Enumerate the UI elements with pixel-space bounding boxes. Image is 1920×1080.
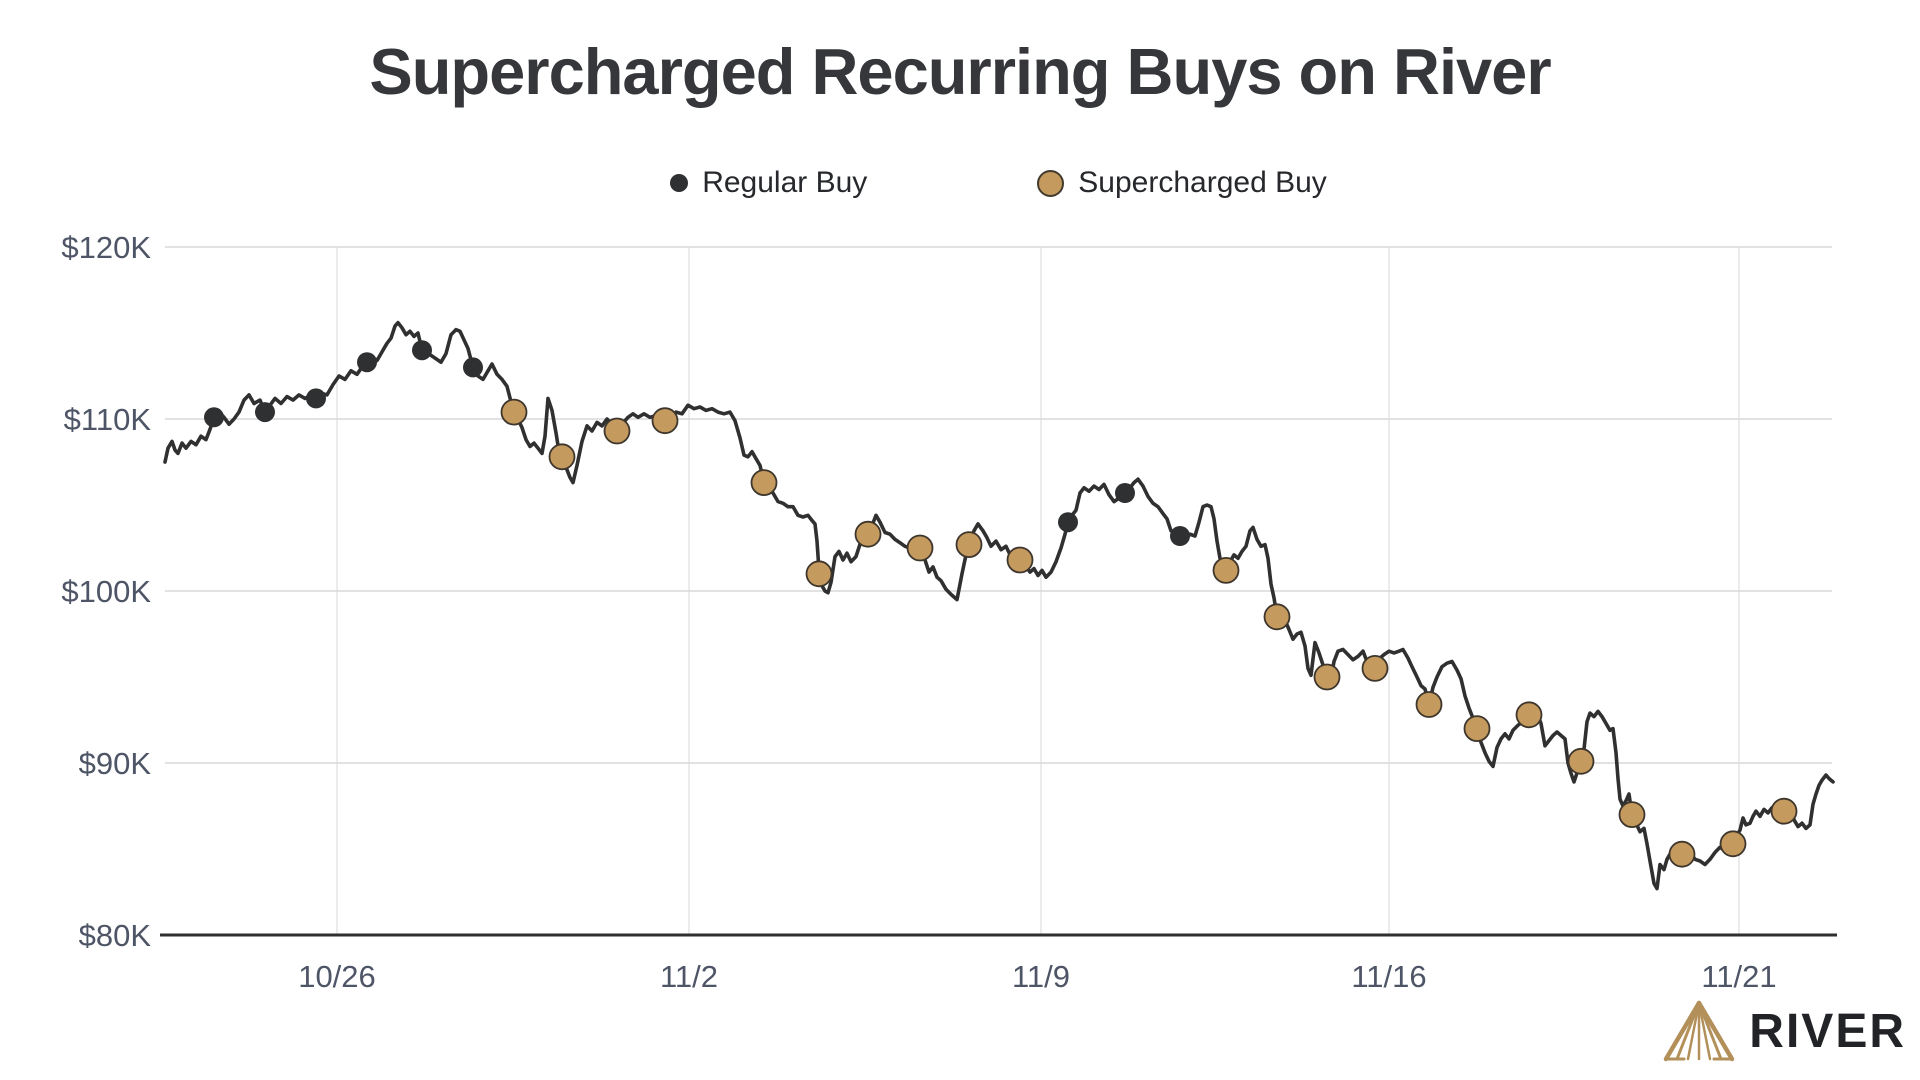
y-axis-tick-label: $100K	[61, 574, 151, 609]
supercharged-buy-dot	[854, 520, 882, 548]
regular-buy-dot	[1170, 526, 1190, 546]
river-wordmark: RIVER	[1749, 1004, 1906, 1058]
x-axis-tick-label: 10/26	[298, 959, 376, 994]
regular-buy-dot	[357, 352, 377, 373]
supercharged-buy-dot	[548, 443, 576, 471]
regular-buy-dot	[412, 340, 432, 361]
legend-item-regular-buy: Regular Buy	[670, 166, 867, 200]
supercharged-buy-dot	[906, 534, 934, 562]
legend-label-regular-buy: Regular Buy	[702, 166, 868, 199]
supercharged-buy-dot	[1415, 691, 1443, 718]
supercharged-buy-dot	[1463, 715, 1491, 742]
supercharged-buy-dot	[1361, 655, 1389, 682]
legend-item-supercharged-buy: Supercharged Buy	[1037, 166, 1327, 200]
regular-buy-dot	[1058, 512, 1078, 533]
supercharged-buy-dot	[1618, 801, 1646, 828]
x-axis-tick-label: 11/2	[660, 959, 718, 994]
supercharged-buy-dot	[1515, 701, 1543, 729]
supercharged-buy-dot	[1313, 663, 1341, 691]
page-title: Supercharged Recurring Buys on River	[369, 35, 1551, 108]
x-axis-tick-label: 11/9	[1012, 959, 1070, 994]
supercharged-buy-dot	[651, 407, 679, 435]
x-axis-tick-label: 11/16	[1351, 959, 1426, 994]
river-mountain-icon	[1664, 1000, 1735, 1062]
y-axis-tick-label: $90K	[79, 746, 152, 781]
y-axis-tick-label: $80K	[79, 918, 152, 953]
regular-buy-dot	[463, 357, 483, 378]
y-axis-tick-label: $110K	[64, 402, 152, 437]
supercharged-buy-dot	[1212, 557, 1240, 584]
regular-buy-dot-icon	[670, 174, 689, 192]
supercharged-buy-dot	[1668, 840, 1696, 868]
regular-buy-dot	[1115, 483, 1135, 503]
river-logo: RIVER	[1662, 1000, 1906, 1062]
supercharged-buy-dot	[750, 469, 778, 497]
supercharged-buy-dot	[1263, 603, 1291, 631]
supercharged-buy-dot	[1006, 546, 1034, 574]
supercharged-buy-dot	[500, 398, 528, 426]
supercharged-buy-dot	[1770, 797, 1798, 825]
price-line	[163, 320, 1835, 891]
supercharged-buy-dot	[603, 417, 631, 445]
supercharged-buy-dot	[805, 560, 833, 588]
regular-buy-dot	[306, 388, 326, 409]
chart-legend: Regular Buy Supercharged Buy	[165, 166, 1832, 200]
supercharged-buy-dot-icon	[1037, 169, 1065, 197]
regular-buy-dot	[204, 407, 224, 428]
regular-buy-dot	[255, 402, 275, 423]
supercharged-buy-dot	[1719, 830, 1747, 858]
y-axis-tick-label: $120K	[61, 230, 151, 265]
x-axis-tick-label: 11/21	[1701, 959, 1776, 994]
supercharged-buy-dot	[1567, 747, 1595, 775]
supercharged-buy-dot	[955, 531, 983, 558]
legend-label-supercharged-buy: Supercharged Buy	[1078, 166, 1327, 199]
